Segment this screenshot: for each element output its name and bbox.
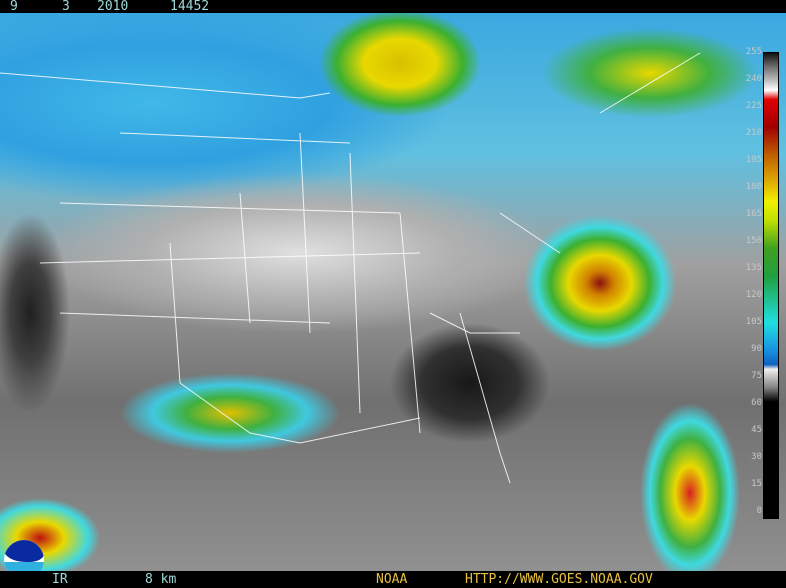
scale-label: 90 (751, 344, 762, 354)
temperature-color-scale (763, 52, 779, 519)
scale-label: 30 (751, 452, 762, 462)
scale-label: 15 (751, 479, 762, 489)
scale-label: 135 (745, 263, 762, 273)
color-scale-labels: 255 240 225 210 195 180 165 150 135 120 … (742, 48, 762, 518)
timestamp-bar: 9 3 2010 14452 (0, 0, 786, 13)
year: 2010 (97, 0, 129, 14)
resolution-label: 8 km (145, 572, 177, 587)
scale-label: 150 (745, 236, 762, 246)
month: 9 (10, 0, 18, 14)
scale-label: 0 (756, 506, 762, 516)
scale-label: 180 (745, 182, 762, 192)
scale-label: 195 (745, 155, 762, 165)
scale-label: 255 (745, 47, 762, 57)
scale-label: 120 (745, 290, 762, 300)
time: 14452 (170, 0, 210, 14)
agency-label: NOAA (376, 572, 408, 587)
info-bar: IR 8 km NOAA HTTP://WWW.GOES.NOAA.GOV (0, 571, 786, 588)
scale-label: 45 (751, 425, 762, 435)
scale-label: 240 (745, 74, 762, 84)
scale-label: 105 (745, 317, 762, 327)
day: 3 (62, 0, 70, 14)
source-url[interactable]: HTTP://WWW.GOES.NOAA.GOV (465, 572, 653, 587)
scale-label: 75 (751, 371, 762, 381)
scale-label: 210 (745, 128, 762, 138)
scale-label: 165 (745, 209, 762, 219)
scale-label: 225 (745, 101, 762, 111)
ir-satellite-image (0, 13, 786, 571)
channel-label: IR (52, 572, 68, 587)
scale-label: 60 (751, 398, 762, 408)
state-borders (0, 52, 701, 484)
